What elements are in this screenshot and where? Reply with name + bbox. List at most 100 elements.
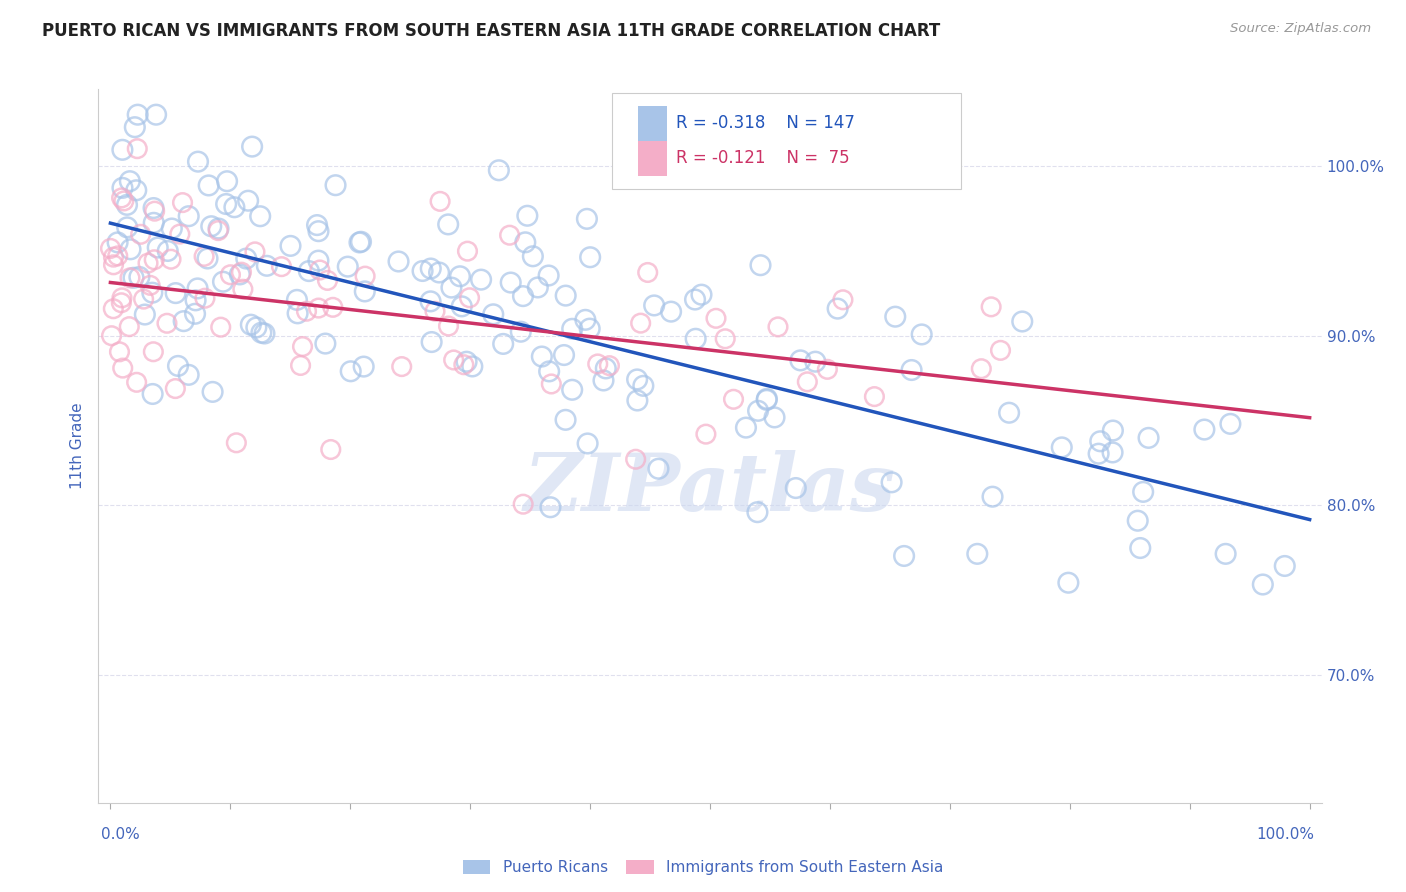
Point [815,362,838,376]
Point [100,242,122,256]
Point [173,314,195,328]
Point [307,218,329,232]
Point [1050,441,1073,455]
Point [576,436,599,450]
Point [499,276,522,290]
Point [209,320,232,334]
Point [690,287,713,301]
Point [1101,445,1123,459]
Point [111,361,134,376]
Point [111,143,134,157]
Point [132,292,155,306]
Point [1126,514,1149,528]
Point [482,307,505,321]
Point [353,359,375,374]
Text: 0.0%: 0.0% [101,827,141,841]
Point [512,289,534,303]
Point [143,204,166,219]
Point [184,293,207,308]
Point [749,258,772,272]
Point [747,505,769,519]
Point [316,273,339,287]
Point [108,344,131,359]
Point [515,235,537,250]
Point [128,270,150,285]
Point [470,272,492,286]
Point [110,295,132,310]
Point [1132,484,1154,499]
Point [322,301,344,315]
Point [156,316,179,330]
Point [998,406,1021,420]
Point [139,278,162,293]
Point [308,263,330,277]
Point [142,344,165,359]
Point [1129,541,1152,555]
Point [554,413,576,427]
FancyBboxPatch shape [638,105,668,141]
Point [420,334,443,349]
Point [142,216,165,230]
Text: R = -0.318    N = 147: R = -0.318 N = 147 [676,114,855,132]
Point [250,326,273,340]
Point [598,359,620,373]
Point [626,393,648,408]
Point [624,452,647,467]
Point [804,354,827,368]
Point [1137,431,1160,445]
Point [391,359,413,374]
Point [200,219,222,234]
Point [307,253,329,268]
Point [232,282,254,296]
Point [298,264,321,278]
Point [785,481,807,495]
Point [990,343,1012,358]
Point [498,228,520,243]
Text: ZIPatlas: ZIPatlas [524,450,896,527]
Point [229,268,252,282]
Point [103,258,125,272]
Point [1057,575,1080,590]
Point [143,252,166,267]
Point [353,285,375,299]
Point [136,256,159,270]
Point [207,221,229,235]
Point [339,364,361,378]
Point [453,358,475,372]
Point [115,220,138,235]
Point [107,249,129,263]
Point [129,227,152,242]
Point [1087,447,1109,461]
Point [440,280,463,294]
Point [863,390,886,404]
Point [194,291,217,305]
Point [516,209,538,223]
Point [134,308,156,322]
Point [537,268,560,283]
Point [456,244,478,259]
Point [256,259,278,273]
Point [880,475,903,490]
Point [423,304,446,318]
Point [659,304,682,318]
Point [579,250,602,264]
Point [197,252,219,266]
Point [796,375,818,389]
Point [124,120,146,135]
Point [165,286,187,301]
Point [766,319,789,334]
Point [236,194,259,208]
Point [456,355,478,369]
Point [509,325,531,339]
Point [429,194,451,209]
Point [561,322,583,336]
Point [354,269,377,284]
Point [575,211,598,226]
Point [437,218,460,232]
Point [219,268,242,282]
Point [443,353,465,368]
Point [1215,547,1237,561]
FancyBboxPatch shape [612,93,960,189]
Point [103,301,125,316]
Point [1011,314,1033,328]
